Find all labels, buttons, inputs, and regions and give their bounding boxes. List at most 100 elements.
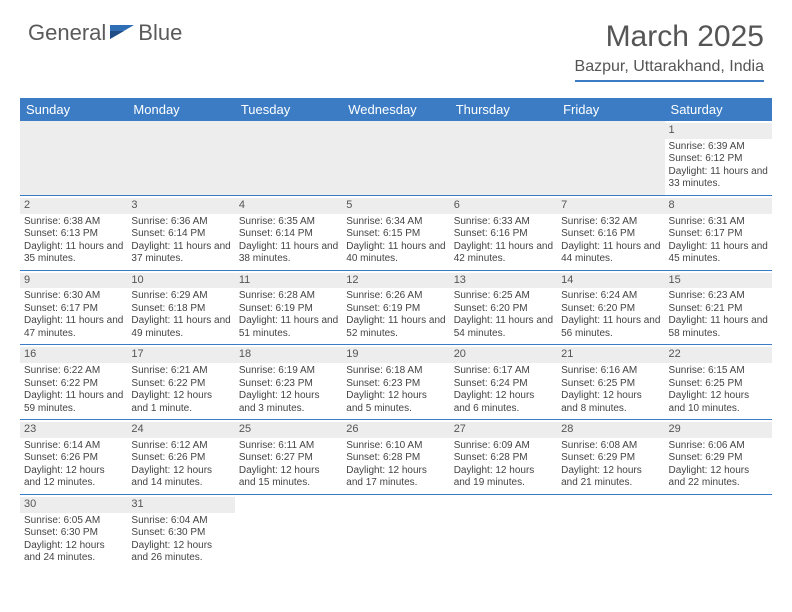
daylight-line: Daylight: 11 hours and 44 minutes. xyxy=(561,241,660,266)
sunset-line: Sunset: 6:14 PM xyxy=(131,228,230,241)
day-header-row: SundayMondayTuesdayWednesdayThursdayFrid… xyxy=(20,98,772,121)
day-cell: 26Sunrise: 6:10 AMSunset: 6:28 PMDayligh… xyxy=(342,420,449,495)
day-cell xyxy=(557,121,664,195)
day-cell: 25 Sunrise: 6:11 AMSunset: 6:27 PMDayligh… xyxy=(235,420,342,495)
header: General Blue March 2025 Bazpur, Uttarakh… xyxy=(0,0,792,90)
sunrise-line: Sunrise: 6:39 AM xyxy=(669,141,768,154)
sunrise-line: Sunrise: 6:36 AM xyxy=(131,216,230,229)
day-number: 28 xyxy=(557,422,664,438)
sunset-line: Sunset: 6:28 PM xyxy=(454,452,553,465)
daylight-line: Daylight: 11 hours and 47 minutes. xyxy=(24,315,123,340)
sunset-line: Sunset: 6:13 PM xyxy=(24,228,123,241)
day-number: 10 xyxy=(127,273,234,289)
daylight-line: Daylight: 12 hours and 14 minutes. xyxy=(131,465,230,490)
location: Bazpur, Uttarakhand, India xyxy=(575,58,764,82)
daylight-line: Daylight: 11 hours and 51 minutes. xyxy=(239,315,338,340)
day-cell xyxy=(665,494,772,568)
daylight-line: Daylight: 12 hours and 5 minutes. xyxy=(346,390,445,415)
sunset-line: Sunset: 6:27 PM xyxy=(239,452,338,465)
day-cell xyxy=(235,121,342,195)
sunset-line: Sunset: 6:29 PM xyxy=(669,452,768,465)
day-number: 15 xyxy=(665,273,772,289)
day-cell: 20Sunrise: 6:17 AMSunset: 6:24 PMDayligh… xyxy=(450,345,557,420)
sunrise-line: Sunrise: 6:18 AM xyxy=(346,365,445,378)
sunrise-line: Sunrise: 6:17 AM xyxy=(454,365,553,378)
day-number: 20 xyxy=(450,347,557,363)
sunrise-line: Sunrise: 6:08 AM xyxy=(561,440,660,453)
day-number: 3 xyxy=(127,198,234,214)
daylight-line: Daylight: 12 hours and 26 minutes. xyxy=(131,540,230,565)
sunrise-line: Sunrise: 6:04 AM xyxy=(131,515,230,528)
day-cell: 10Sunrise: 6:29 AMSunset: 6:18 PMDayligh… xyxy=(127,270,234,345)
day-cell: 14Sunrise: 6:24 AMSunset: 6:20 PMDayligh… xyxy=(557,270,664,345)
day-number: 2 xyxy=(20,198,127,214)
day-cell: 30Sunrise: 6:05 AMSunset: 6:30 PMDayligh… xyxy=(20,494,127,568)
daylight-line: Daylight: 12 hours and 22 minutes. xyxy=(669,465,768,490)
daylight-line: Daylight: 12 hours and 17 minutes. xyxy=(346,465,445,490)
day-number: 5 xyxy=(342,198,449,214)
sunrise-line: Sunrise: 6:38 AM xyxy=(24,216,123,229)
day-header: Thursday xyxy=(450,98,557,121)
sunrise-line: Sunrise: 6:28 AM xyxy=(239,290,338,303)
day-header: Sunday xyxy=(20,98,127,121)
sunrise-line: Sunrise: 6:11 AM xyxy=(239,440,338,453)
day-cell: 27 Sunrise: 6:09 AMSunset: 6:28 PMDayligh… xyxy=(450,420,557,495)
week-row: 30Sunrise: 6:05 AMSunset: 6:30 PMDayligh… xyxy=(20,494,772,568)
sunset-line: Sunset: 6:25 PM xyxy=(561,378,660,391)
day-number: 11 xyxy=(235,273,342,289)
sunrise-line: Sunrise: 6:34 AM xyxy=(346,216,445,229)
day-number: 13 xyxy=(450,273,557,289)
sunrise-line: Sunrise: 6:19 AM xyxy=(239,365,338,378)
day-cell: 13Sunrise: 6:25 AMSunset: 6:20 PMDayligh… xyxy=(450,270,557,345)
sunset-line: Sunset: 6:19 PM xyxy=(346,303,445,316)
sunset-line: Sunset: 6:22 PM xyxy=(131,378,230,391)
day-number: 19 xyxy=(342,347,449,363)
day-cell: 19Sunrise: 6:18 AMSunset: 6:23 PMDayligh… xyxy=(342,345,449,420)
daylight-line: Daylight: 12 hours and 8 minutes. xyxy=(561,390,660,415)
day-number: 6 xyxy=(450,198,557,214)
sunrise-line: Sunrise: 6:09 AM xyxy=(454,440,553,453)
day-number: 26 xyxy=(342,422,449,438)
sunset-line: Sunset: 6:15 PM xyxy=(346,228,445,241)
day-number: 21 xyxy=(557,347,664,363)
daylight-line: Daylight: 12 hours and 19 minutes. xyxy=(454,465,553,490)
sunrise-line: Sunrise: 6:14 AM xyxy=(24,440,123,453)
daylight-line: Daylight: 12 hours and 21 minutes. xyxy=(561,465,660,490)
daylight-line: Daylight: 11 hours and 38 minutes. xyxy=(239,241,338,266)
sunset-line: Sunset: 6:30 PM xyxy=(131,527,230,540)
day-cell: 17 Sunrise: 6:21 AMSunset: 6:22 PMDayligh… xyxy=(127,345,234,420)
daylight-line: Daylight: 12 hours and 6 minutes. xyxy=(454,390,553,415)
sunrise-line: Sunrise: 6:31 AM xyxy=(669,216,768,229)
sunset-line: Sunset: 6:14 PM xyxy=(239,228,338,241)
sunrise-line: Sunrise: 6:10 AM xyxy=(346,440,445,453)
day-number: 31 xyxy=(127,497,234,513)
sunrise-line: Sunrise: 6:21 AM xyxy=(131,365,230,378)
day-number: 27 xyxy=(450,422,557,438)
daylight-line: Daylight: 12 hours and 1 minute. xyxy=(131,390,230,415)
day-header: Monday xyxy=(127,98,234,121)
sunset-line: Sunset: 6:21 PM xyxy=(669,303,768,316)
day-cell: 9Sunrise: 6:30 AMSunset: 6:17 PMDaylight… xyxy=(20,270,127,345)
day-number: 25 xyxy=(235,422,342,438)
daylight-line: Daylight: 11 hours and 49 minutes. xyxy=(131,315,230,340)
day-cell: 8Sunrise: 6:31 AMSunset: 6:17 PMDaylight… xyxy=(665,195,772,270)
day-cell: 6Sunrise: 6:33 AMSunset: 6:16 PMDaylight… xyxy=(450,195,557,270)
sunset-line: Sunset: 6:30 PM xyxy=(24,527,123,540)
month-title: March 2025 xyxy=(575,20,764,54)
day-cell xyxy=(127,121,234,195)
day-number: 17 xyxy=(127,347,234,363)
day-number: 30 xyxy=(20,497,127,513)
sunrise-line: Sunrise: 6:30 AM xyxy=(24,290,123,303)
daylight-line: Daylight: 11 hours and 37 minutes. xyxy=(131,241,230,266)
day-number: 7 xyxy=(557,198,664,214)
daylight-line: Daylight: 11 hours and 35 minutes. xyxy=(24,241,123,266)
sunset-line: Sunset: 6:16 PM xyxy=(561,228,660,241)
day-header: Wednesday xyxy=(342,98,449,121)
day-cell: 22Sunrise: 6:15 AMSunset: 6:25 PMDayligh… xyxy=(665,345,772,420)
daylight-line: Daylight: 12 hours and 15 minutes. xyxy=(239,465,338,490)
day-number: 24 xyxy=(127,422,234,438)
calendar-table: SundayMondayTuesdayWednesdayThursdayFrid… xyxy=(20,98,772,569)
sunrise-line: Sunrise: 6:06 AM xyxy=(669,440,768,453)
daylight-line: Daylight: 11 hours and 59 minutes. xyxy=(24,390,123,415)
sunrise-line: Sunrise: 6:33 AM xyxy=(454,216,553,229)
